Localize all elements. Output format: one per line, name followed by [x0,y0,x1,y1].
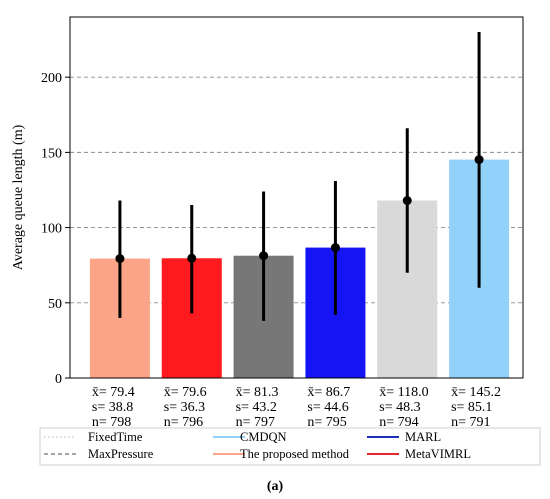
legend-label: MARL [405,430,441,444]
n-label: n= 794 [379,415,418,430]
legend-label: The proposed method [240,447,350,461]
legend-label: FixedTime [88,430,143,444]
y-tick-label: 0 [55,372,62,387]
sd-label: s= 38.8 [92,400,133,415]
sd-label: s= 36.3 [164,400,205,415]
mean-marker [115,254,125,264]
error-bars [115,32,484,321]
plot-frame [69,16,524,379]
legend-label: CMDQN [240,430,287,444]
figure-caption: (a) [267,479,284,494]
sd-label: s= 48.3 [379,400,420,415]
mean-label: x̄= 86.7 [307,385,350,400]
mean-marker [259,251,269,261]
legend-label: MaxPressure [88,447,154,461]
n-label: n= 798 [92,415,131,430]
bars [89,159,510,378]
y-axis-ticks: 0 50 100 150 200 [41,71,70,387]
y-tick-label: 100 [41,222,62,237]
y-tick-label: 200 [41,71,62,86]
legend-box [39,427,541,466]
sd-label: s= 85.1 [451,400,492,415]
mean-label: x̄= 81.3 [236,385,279,400]
mean-marker [330,243,340,253]
mean-label: x̄= 79.4 [92,385,135,400]
mean-label: x̄= 145.2 [451,385,501,400]
y-tick-label: 50 [48,297,62,312]
y-axis-label: Average queue length (m) [11,124,26,270]
mean-label: x̄= 118.0 [379,385,428,400]
sd-label: s= 43.2 [236,400,277,415]
n-label: n= 797 [236,415,275,430]
grid-lines [70,76,523,304]
sd-label: s= 44.6 [307,400,348,415]
mean-marker [402,196,412,206]
mean-marker [187,253,197,263]
y-tick-label: 150 [41,146,62,161]
legend-label: MetaVIMRL [405,447,471,461]
mean-label: x̄= 79.6 [164,385,207,400]
n-label: n= 795 [307,415,346,430]
legend: FixedTime CMDQN MARL MaxPressure The propose… [39,427,541,466]
n-label: n= 796 [164,415,203,430]
mean-marker [474,155,484,165]
n-label: n= 791 [451,415,490,430]
